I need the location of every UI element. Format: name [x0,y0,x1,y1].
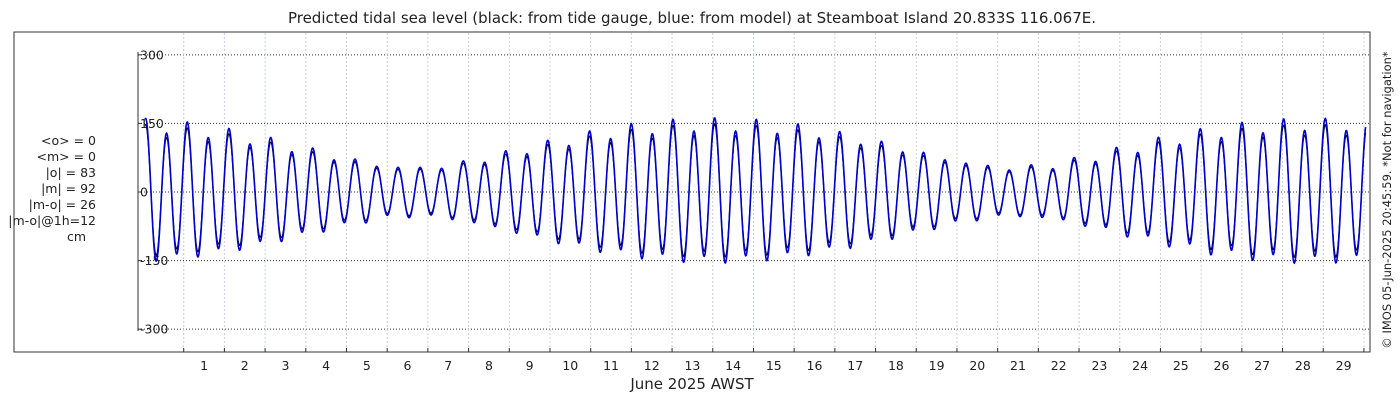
x-tick-label: 5 [363,358,371,373]
x-tick-label: 19 [929,358,945,373]
y-ticks: -300 -150 0 150 300 [138,47,168,337]
x-tick-label: 2 [241,358,249,373]
x-tick-label: 17 [847,358,863,373]
x-tick-label: 25 [1173,358,1189,373]
x-tick-label: 12 [644,358,660,373]
stat-mean-model: <m> = 0 [36,149,97,164]
x-tick-label: 9 [526,358,534,373]
stat-abs-observed: |o| = 83 [45,165,96,180]
x-ticks: 1 2 3 4 5 6 7 8 9 10 11 12 13 14 15 16 17 18 19 20 21 22 23 24 2… [183,348,1365,373]
x-axis-label: June 2025 AWST [630,375,754,393]
x-tick-label: 16 [807,358,823,373]
y-tick-label: 0 [140,185,148,200]
x-tick-label: 20 [969,358,985,373]
y-tick-label: -150 [140,253,168,268]
x-tick-label: 27 [1254,358,1270,373]
x-tick-label: 8 [485,358,493,373]
x-tick-label: 14 [725,358,741,373]
y-tick-label: 150 [140,116,164,131]
x-tick-label: 29 [1336,358,1352,373]
x-tick-label: 18 [888,358,904,373]
stat-mean-observed: <o> = 0 [41,133,96,148]
grid-lines [138,33,1369,351]
stat-abs-diff-1h: |m-o|@1h=12 [8,213,96,228]
y-tick-label: 300 [140,47,164,62]
model-series-line [144,117,1367,265]
x-tick-label: 13 [684,358,700,373]
x-tick-label: 26 [1214,358,1230,373]
stat-unit: cm [66,229,87,244]
x-tick-label: 7 [444,358,452,373]
plot-frame [13,31,1371,353]
chart-title: Predicted tidal sea level (black: from t… [287,9,1097,27]
stat-abs-model: |m| = 92 [41,181,96,196]
series-lines [144,117,1367,265]
x-tick-label: 22 [1051,358,1067,373]
credit-text: © IMOS 05-Jun-2025 20:45:59. *Not for na… [1380,51,1394,349]
x-tick-label: 21 [1010,358,1026,373]
y-tick-label: -300 [140,322,168,337]
stats-panel: <o> = 0 <m> = 0 |o| = 83 |m| = 92 |m-o| … [0,133,125,245]
x-tick-label: 15 [766,358,782,373]
x-tick-label: 1 [200,358,208,373]
x-tick-label: 3 [281,358,289,373]
x-tick-label: 10 [562,358,578,373]
x-tick-label: 11 [603,358,619,373]
observed-series-line [144,123,1367,259]
x-tick-label: 23 [1091,358,1107,373]
stat-abs-diff: |m-o| = 26 [28,197,96,212]
x-tick-label: 6 [404,358,412,373]
x-tick-label: 4 [322,358,330,373]
x-tick-label: 28 [1295,358,1311,373]
x-tick-label: 24 [1132,358,1148,373]
